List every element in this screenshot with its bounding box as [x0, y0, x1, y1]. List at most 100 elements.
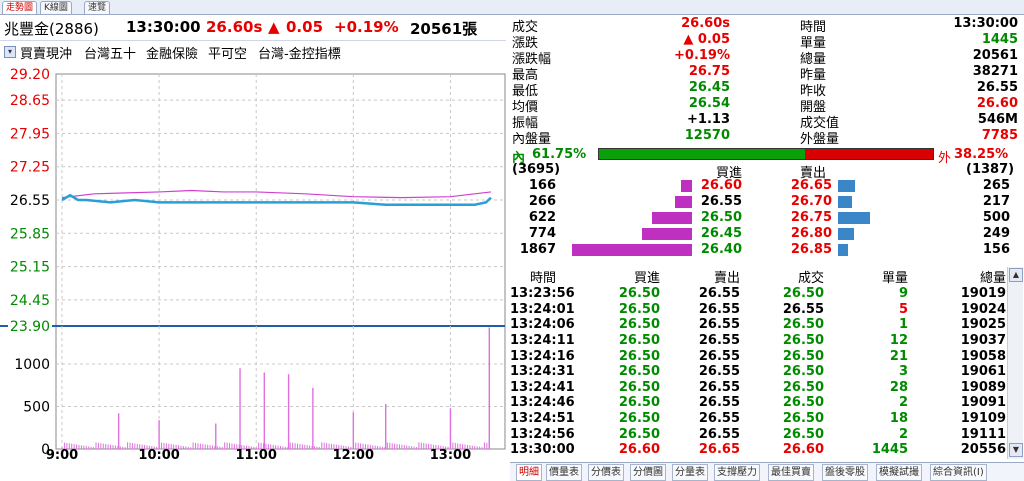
trade-cell: 19109: [960, 411, 1006, 427]
trade-cell: 26.50: [782, 379, 824, 395]
scroll-up-icon[interactable]: ▲: [1009, 268, 1023, 282]
in-out-bar: 內 61.75% 外 38.25%: [510, 146, 1022, 166]
trade-cell: 13:24:56: [510, 426, 575, 442]
trade-cell: 26.50: [782, 411, 824, 427]
ask-volume-bar: [838, 228, 854, 240]
book-row[interactable]: 622 26.50 26.75 500: [510, 210, 1022, 226]
tab-k-line[interactable]: K線圖: [40, 1, 72, 14]
ask-price: 26.70: [790, 194, 832, 209]
quote-value: 26.60s: [681, 16, 730, 31]
quote-label: 振幅: [512, 116, 539, 131]
trade-cell: 19037: [960, 333, 1006, 349]
quote-label: 均價: [512, 100, 539, 115]
bottom-tab[interactable]: 明細: [516, 464, 542, 481]
trade-column-header: 賣出: [713, 271, 740, 286]
book-row[interactable]: 1867 26.40 26.85 156: [510, 242, 1022, 258]
trade-cell: 13:24:41: [510, 379, 575, 395]
bottom-tab[interactable]: 分價表: [588, 464, 624, 481]
trade-column-header: 時間: [529, 271, 556, 286]
day-trade-label[interactable]: 買賣現沖: [20, 47, 73, 62]
table-row[interactable]: 13:23:56 26.50 26.55 26.50 9 19019: [510, 286, 1006, 302]
trade-cell: 19024: [960, 301, 1006, 317]
view-tab-bar: 走勢圖 K線圖 速覽: [0, 0, 1024, 15]
trade-cell: 26.50: [618, 364, 660, 380]
y-tick-label: 23.90: [10, 319, 50, 335]
trade-cell: 9: [898, 286, 908, 302]
trade-cell: 26.50: [618, 411, 660, 427]
in-ratio-fill: [599, 149, 806, 159]
trade-cell: 26.55: [698, 411, 740, 427]
bid-volume-bar: [675, 196, 692, 208]
book-row[interactable]: 774 26.45 26.80 249: [510, 226, 1022, 242]
bottom-tab[interactable]: 綜合資訊(I): [930, 464, 987, 481]
trade-cell: 19019: [960, 286, 1006, 302]
tab-overview[interactable]: 速覽: [84, 1, 111, 14]
trade-cell: 19061: [960, 364, 1006, 380]
checkbox-icon[interactable]: ▾: [4, 46, 16, 58]
table-row[interactable]: 13:24:41 26.50 26.55 26.50 28 19089: [510, 380, 1006, 396]
table-row[interactable]: 13:24:51 26.50 26.55 26.50 18 19109: [510, 411, 1006, 427]
trade-column-header: 單量: [881, 271, 908, 286]
quote-label: 單量: [800, 36, 827, 51]
y-tick-label: 28.65: [10, 93, 50, 109]
trade-cell: 26.55: [698, 348, 740, 364]
trade-cell: 26.55: [698, 333, 740, 349]
quote-label: 內盤量: [512, 132, 552, 147]
bottom-tab[interactable]: 分量表: [672, 464, 708, 481]
link-holding-index[interactable]: 台灣-金控指標: [258, 47, 341, 62]
bid-volume: 166: [528, 178, 556, 193]
scroll-down-icon[interactable]: ▼: [1009, 443, 1023, 457]
quote-header: 兆豐金(2886) 13:30:00 26.60s ▲ 0.05 +0.19% …: [0, 15, 506, 38]
table-row[interactable]: 13:24:46 26.50 26.55 26.50 2 19091: [510, 395, 1006, 411]
bottom-tab[interactable]: 模擬試撮: [876, 464, 922, 481]
table-row[interactable]: 13:24:11 26.50 26.55 26.50 12 19037: [510, 333, 1006, 349]
ask-price: 26.80: [790, 226, 832, 241]
trade-column-header: 買進: [633, 271, 660, 286]
quote-value: 13:30:00: [953, 16, 1018, 31]
trade-cell: 13:30:00: [510, 442, 575, 458]
table-row[interactable]: 13:24:06 26.50 26.55 26.50 1 19025: [510, 317, 1006, 333]
link-finance[interactable]: 金融保險: [146, 47, 199, 62]
volume-tick-label: 500: [23, 400, 50, 416]
quote-value: 12570: [684, 128, 730, 143]
table-row[interactable]: 13:24:56 26.50 26.55 26.50 2 19111: [510, 426, 1006, 442]
table-row[interactable]: 13:30:00 26.60 26.65 26.60 1445 20556: [510, 442, 1006, 458]
trade-cell: 26.60: [782, 442, 824, 458]
table-row[interactable]: 13:24:01 26.50 26.55 26.55 5 19024: [510, 302, 1006, 318]
ask-price: 26.65: [790, 178, 832, 193]
link-taiwan50[interactable]: 台灣五十: [84, 47, 137, 62]
y-tick-label: 27.25: [10, 160, 50, 176]
tab-trend-chart[interactable]: 走勢圖: [2, 1, 38, 14]
bottom-tab[interactable]: 分價圖: [630, 464, 666, 481]
trade-cell: 13:24:31: [510, 364, 575, 380]
x-tick-label: 11:00: [236, 448, 277, 460]
book-row[interactable]: 166 26.60 26.65 265: [510, 178, 1022, 194]
trend-chart[interactable]: 29.20 28.65 27.95 27.25 26.55 25.85 25.15 24.45…: [0, 64, 508, 460]
trade-cell: 19025: [960, 317, 1006, 333]
bid-volume-bar: [652, 212, 692, 224]
bid-volume: 266: [528, 194, 556, 209]
trade-cell: 26.50: [618, 426, 660, 442]
bottom-tab[interactable]: 盤後零股: [822, 464, 868, 481]
trade-cell: 26.50: [618, 395, 660, 411]
trade-cell: 18: [889, 411, 908, 427]
trade-cell: 1: [898, 317, 908, 333]
book-row[interactable]: 266 26.55 26.70 217: [510, 194, 1022, 210]
price-line: [61, 193, 492, 207]
vertical-scrollbar[interactable]: ▲ ▼: [1007, 267, 1023, 459]
header-volume: 20561張: [410, 20, 478, 38]
trade-cell: 26.60: [618, 442, 660, 458]
trade-cell: 26.55: [698, 364, 740, 380]
bottom-tab[interactable]: 價量表: [546, 464, 582, 481]
y-tick-label: 26.55: [10, 193, 50, 209]
trade-cell: 19111: [960, 426, 1006, 442]
trade-cell: 26.55: [698, 395, 740, 411]
table-row[interactable]: 13:24:31 26.50 26.55 26.50 3 19061: [510, 364, 1006, 380]
table-row[interactable]: 13:24:16 26.50 26.55 26.50 21 19058: [510, 348, 1006, 364]
bottom-tab[interactable]: 支撐壓力: [714, 464, 760, 481]
quote-label: 昨收: [800, 84, 827, 99]
trade-detail-list[interactable]: 時間 買進 賣出 成交 單量 總量 13:23:56 26.50 26.55 26.50 9 190…: [510, 267, 1006, 461]
bottom-tab[interactable]: 最佳買賣: [768, 464, 814, 481]
trade-cell: 26.50: [782, 286, 824, 302]
link-short-sell[interactable]: 平可空: [208, 47, 248, 62]
